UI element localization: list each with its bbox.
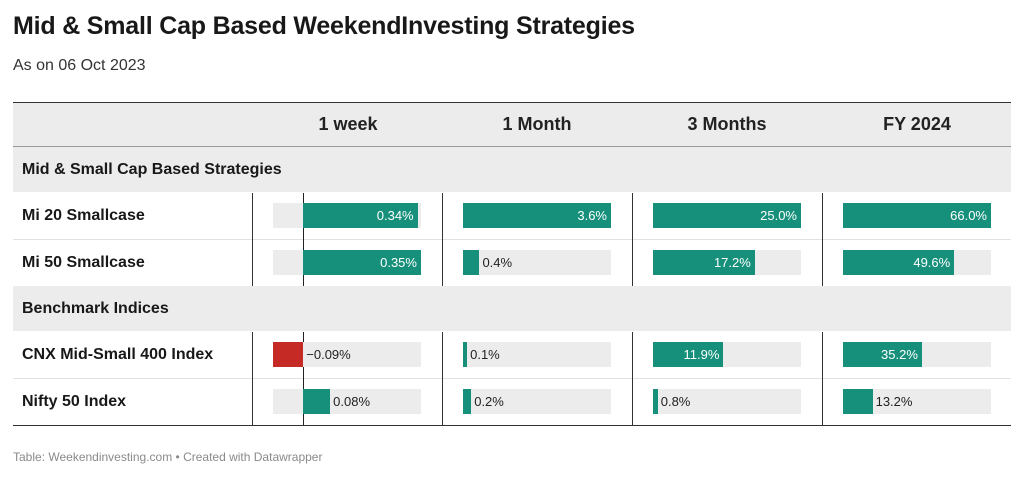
column-divider — [442, 332, 443, 425]
value-label: 17.2% — [713, 255, 751, 270]
value-label: 0.1% — [470, 347, 500, 362]
bar-track — [653, 389, 801, 414]
bar-1-week — [273, 342, 304, 367]
bar-1-week — [303, 203, 418, 228]
bar-fy-2024 — [843, 389, 873, 414]
group-label: Mid & Small Cap Based Strategies — [22, 161, 282, 178]
group-header-strategies: Mid & Small Cap Based Strategies — [13, 147, 1011, 192]
group-header-benchmarks: Benchmark Indices — [13, 286, 1011, 331]
chart-subtitle: As on 06 Oct 2023 — [13, 57, 146, 74]
value-label: 25.0% — [760, 208, 797, 223]
value-label: 13.2% — [875, 394, 913, 409]
column-header-1-month: 1 Month — [502, 114, 572, 134]
value-label: 66.0% — [950, 208, 987, 223]
table-row: Mi 20 Smallcase — [13, 193, 1011, 239]
column-header-1-week: 1 week — [318, 114, 378, 134]
bar-track — [463, 342, 611, 367]
value-label: 0.4% — [482, 255, 513, 270]
value-label: 0.34% — [376, 208, 414, 223]
value-label: 0.08% — [333, 394, 371, 409]
value-label: 0.8% — [660, 394, 691, 409]
bar-1-month — [463, 389, 472, 414]
value-label: 49.6% — [913, 255, 951, 270]
column-divider — [822, 332, 823, 425]
value-label: −0.09% — [306, 347, 351, 362]
column-header-fy-2024: FY 2024 — [883, 114, 951, 134]
table-header: 1 week 1 Month 3 Months FY 2024 — [13, 103, 1011, 147]
row-label: CNX Mid-Small 400 Index — [22, 346, 214, 363]
data-table: 1 week 1 Month 3 Months FY 2024 Mid & Sm… — [13, 102, 1011, 426]
bar-3-months — [653, 389, 658, 414]
bar-3-months — [653, 342, 724, 367]
column-divider — [822, 193, 823, 286]
bar-3-months — [653, 250, 755, 275]
value-label: 0.2% — [474, 394, 504, 409]
column-divider — [442, 193, 443, 286]
chart-footer: Table: Weekendinvesting.com • Created wi… — [13, 450, 323, 464]
column-divider — [252, 332, 253, 425]
column-divider — [252, 193, 253, 286]
group-label: Benchmark Indices — [22, 300, 169, 317]
column-divider — [632, 332, 633, 425]
bar-track — [463, 389, 611, 414]
table-row: CNX Mid-Small 400 Index — [13, 332, 1011, 378]
row-label: Nifty 50 Index — [22, 393, 127, 410]
value-label: 0.35% — [380, 255, 417, 270]
bar-1-month — [463, 203, 611, 228]
column-header-3-months: 3 Months — [687, 114, 767, 134]
row-divider — [13, 378, 1011, 379]
zero-baseline-1-week — [303, 332, 305, 425]
bar-1-month — [463, 250, 480, 275]
bar-fy-2024 — [843, 342, 922, 367]
bar-fy-2024 — [843, 203, 991, 228]
bar-track — [273, 389, 421, 414]
value-label: 35.2% — [881, 347, 918, 362]
zero-baseline-1-week — [303, 193, 305, 286]
row-divider — [13, 239, 1011, 240]
table-row: Nifty 50 Index — [13, 379, 1011, 425]
table-row: Mi 50 Smallcase — [13, 240, 1011, 286]
value-label: 3.6% — [577, 208, 607, 223]
chart-title: Mid & Small Cap Based WeekendInvesting S… — [13, 12, 635, 40]
row-label: Mi 20 Smallcase — [22, 207, 145, 224]
bar-track — [463, 250, 611, 275]
bar-1-week — [303, 250, 421, 275]
value-label: 11.9% — [683, 347, 720, 362]
bar-fy-2024 — [843, 250, 955, 275]
column-divider — [632, 193, 633, 286]
row-label: Mi 50 Smallcase — [22, 254, 145, 271]
bar-1-month — [463, 342, 468, 367]
bar-3-months — [653, 203, 801, 228]
bar-1-week — [303, 389, 331, 414]
